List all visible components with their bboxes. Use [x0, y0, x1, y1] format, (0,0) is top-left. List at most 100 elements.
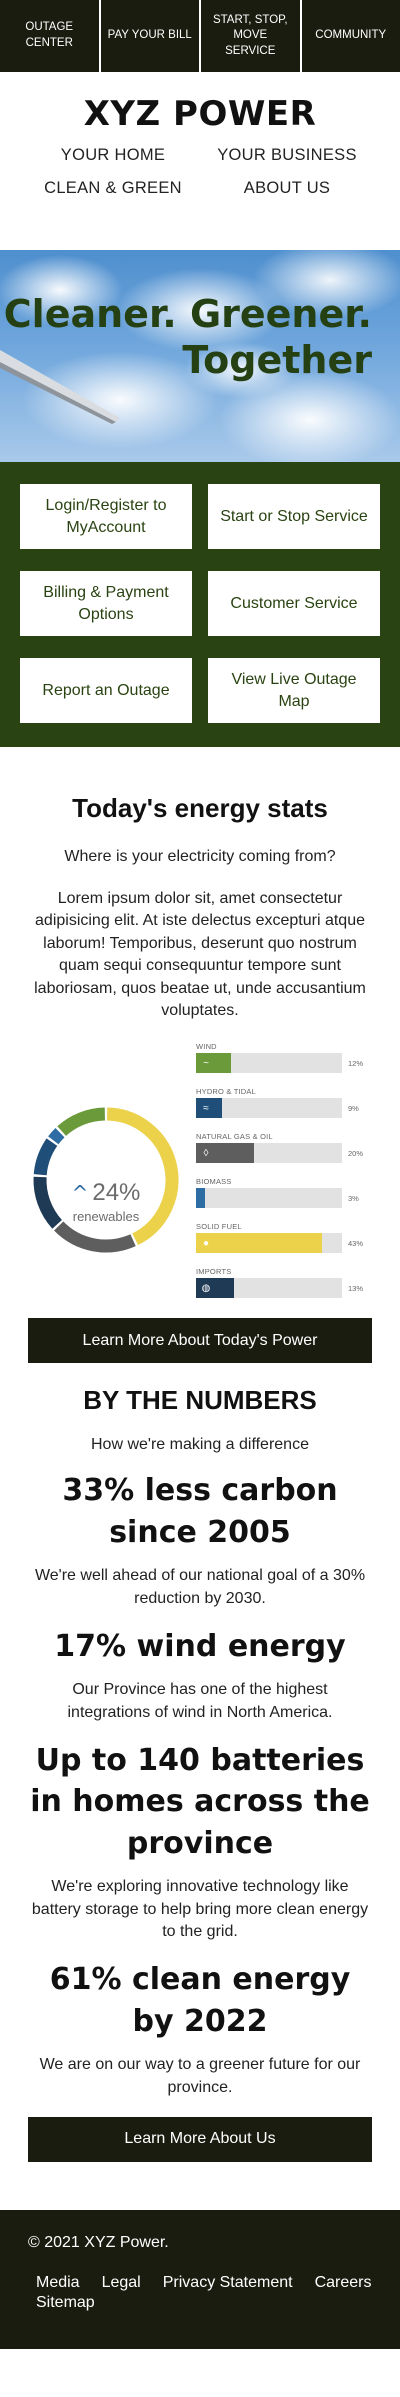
billing-payment-button[interactable]: Billing & Payment Options: [20, 571, 192, 636]
energy-bar-value: 12%: [348, 1058, 364, 1068]
fact-body: Our Province has one of the highest inte…: [67, 1681, 333, 1721]
nav-link-clean-green[interactable]: CLEAN & GREEN: [44, 179, 182, 197]
customer-service-button[interactable]: Customer Service: [208, 571, 380, 636]
hero-title-line2: Together: [182, 337, 372, 382]
footer-link-sitemap[interactable]: Sitemap: [36, 2293, 95, 2311]
donut-slice: [48, 1128, 65, 1145]
util-link-start-stop-move[interactable]: START, STOP, MOVE SERVICE: [201, 0, 300, 72]
main-nav: YOUR HOME YOUR BUSINESS CLEAN & GREEN AB…: [0, 146, 400, 198]
util-link-community[interactable]: COMMUNITY: [301, 0, 400, 72]
coal-icon: ●: [202, 1237, 210, 1249]
numbers-title: BY THE NUMBERS: [83, 1385, 317, 1416]
energy-bar-row: BIOMASS 3%: [196, 1177, 400, 1222]
energy-bar-line: ● 43%: [196, 1233, 400, 1254]
fact-body: We're well ahead of our national goal of…: [34, 1567, 366, 1607]
energy-bar: [196, 1278, 234, 1299]
energy-bar-label: BIOMASS: [196, 1177, 232, 1187]
flame-icon: ◊: [203, 1147, 209, 1159]
numbers-subtitle: How we're making a difference: [91, 1436, 309, 1454]
energy-bar-line: ◍ 13%: [196, 1278, 400, 1299]
utility-nav: OUTAGE CENTER PAY YOUR BILL START, STOP,…: [0, 0, 400, 72]
wind-icon: ~: [203, 1057, 209, 1069]
hero-title: Cleaner. Greener. Together: [4, 292, 372, 383]
energy-bar-value: 13%: [348, 1283, 364, 1293]
energy-stats-section: Today's energy stats Where is your elect…: [0, 747, 400, 1022]
util-link-outage-center[interactable]: OUTAGE CENTER: [0, 0, 99, 72]
globe-icon: ◍: [201, 1282, 211, 1294]
energy-bar: [196, 1233, 322, 1254]
energy-bar-track: ≈: [196, 1098, 342, 1119]
energy-bar-label: HYDRO & TIDAL: [196, 1087, 256, 1097]
nav-link-your-home[interactable]: YOUR HOME: [60, 146, 166, 164]
stats-cta-wrap: Learn More About Today's Power: [0, 1318, 400, 1364]
energy-bar-row: NATURAL GAS & OIL ◊ 20%: [196, 1132, 400, 1177]
energy-bar-value: 3%: [348, 1193, 359, 1203]
footer-link-careers[interactable]: Careers: [314, 2273, 372, 2291]
donut-center: ^ 24% renewables: [28, 1179, 184, 1224]
footer-link-privacy[interactable]: Privacy Statement: [162, 2273, 293, 2291]
fact-body: We're exploring innovative technology li…: [31, 1878, 369, 1941]
wind-turbine-blade-image: [0, 350, 120, 424]
nav-link-about-us[interactable]: ABOUT US: [243, 179, 331, 197]
by-the-numbers-section: BY THE NUMBERS How we're making a differ…: [0, 1363, 400, 2099]
nav-link-your-business[interactable]: YOUR BUSINESS: [217, 146, 357, 164]
energy-bar-label: WIND: [196, 1042, 217, 1052]
renewables-percent-value: 24%: [92, 1179, 141, 1207]
energy-bar: [196, 1053, 231, 1074]
energy-bar-value: 9%: [348, 1103, 359, 1113]
footer-link-media[interactable]: Media: [36, 2273, 80, 2291]
footer-link-legal[interactable]: Legal: [101, 2273, 141, 2291]
energy-bar: [196, 1188, 205, 1209]
footer-copyright: © 2021 XYZ Power.: [28, 2233, 169, 2251]
fact-heading: 61% clean energy by 2022: [49, 1962, 351, 2039]
donut-slice: [33, 1138, 58, 1176]
renewables-percent: ^ 24%: [28, 1179, 184, 1207]
energy-source-bars: WIND ~12% HYDRO & TIDAL ≈9% NATURAL GAS & OI…: [184, 1042, 400, 1312]
hero-title-line1: Cleaner. Greener.: [3, 292, 372, 336]
donut-slice: [57, 1107, 106, 1137]
renewables-label: renewables: [72, 1209, 140, 1225]
site-header: XYZ POWER YOUR HOME YOUR BUSINESS CLEAN …: [0, 72, 400, 250]
energy-stats-subtitle: Where is your electricity coming from?: [64, 848, 336, 865]
energy-bar-row: SOLID FUEL ● 43%: [196, 1222, 400, 1267]
learn-more-about-us-button[interactable]: Learn More About Us: [28, 2116, 372, 2162]
fact-heading: 33% less carbon since 2005: [62, 1473, 338, 1550]
donut-slice: [54, 1221, 136, 1253]
start-stop-service-button[interactable]: Start or Stop Service: [208, 484, 380, 549]
energy-bar-label: SOLID FUEL: [196, 1222, 242, 1232]
hero-banner: Cleaner. Greener. Together: [0, 250, 400, 462]
fact-body: We are on our way to a greener future fo…: [39, 2056, 361, 2096]
energy-bar-label: IMPORTS: [196, 1267, 232, 1277]
energy-bar-track: ◊: [196, 1143, 342, 1164]
energy-bar-value: 20%: [348, 1148, 364, 1158]
water-icon: ≈: [203, 1102, 209, 1114]
energy-stats-body: Lorem ipsum dolor sit, amet consectetur …: [34, 890, 366, 1019]
energy-bar: [196, 1143, 254, 1164]
report-outage-button[interactable]: Report an Outage: [20, 658, 192, 723]
footer-links: Media Legal Privacy Statement Careers Si…: [28, 2274, 372, 2312]
energy-bar-track: [196, 1188, 342, 1209]
util-link-pay-bill[interactable]: PAY YOUR BILL: [100, 0, 199, 72]
learn-more-power-button[interactable]: Learn More About Today's Power: [28, 1318, 372, 1364]
renewables-donut: ^ 24% renewables: [28, 1042, 184, 1312]
energy-bar-track: ●: [196, 1233, 342, 1254]
energy-bar-line: 3%: [196, 1188, 400, 1209]
renewables-donut-chart: [33, 1107, 179, 1253]
site-footer: © 2021 XYZ Power. Media Legal Privacy St…: [0, 2209, 400, 2349]
energy-bar-track: ~: [196, 1053, 342, 1074]
energy-bar: [196, 1098, 222, 1119]
energy-mix-graphic: ^ 24% renewables WIND ~12% HYDRO & TIDAL ≈9…: [0, 1042, 400, 1312]
energy-bar-row: IMPORTS ◍ 13%: [196, 1267, 400, 1312]
energy-bar-value: 43%: [348, 1238, 364, 1248]
energy-bar-label: NATURAL GAS & OIL: [196, 1132, 273, 1142]
energy-bar-line: ◊ 20%: [196, 1143, 400, 1164]
energy-bar-line: ~12%: [196, 1053, 400, 1074]
energy-bar-row: WIND ~12%: [196, 1042, 400, 1087]
live-outage-map-button[interactable]: View Live Outage Map: [208, 658, 380, 723]
energy-bar-track: ◍: [196, 1278, 342, 1299]
brand-logo[interactable]: XYZ POWER: [83, 94, 317, 134]
fact-heading: 17% wind energy: [54, 1628, 346, 1664]
donut-slice: [33, 1177, 63, 1230]
energy-stats-title: Today's energy stats: [72, 793, 328, 823]
login-register-button[interactable]: Login/Register to MyAccount: [20, 484, 192, 549]
